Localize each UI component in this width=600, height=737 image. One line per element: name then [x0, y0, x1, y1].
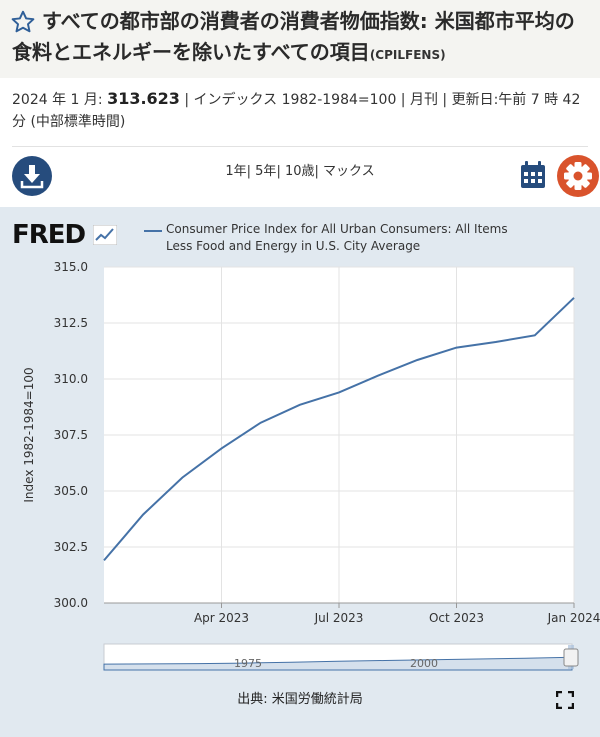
download-button[interactable]	[12, 156, 52, 196]
series-line[interactable]	[103, 297, 575, 562]
line-chart[interactable]: 300.0 302.5 305.0 307.5 310.0 312.5 315.0 Apr 2…	[0, 207, 600, 682]
divider	[12, 146, 588, 147]
star-icon[interactable]	[10, 9, 36, 35]
x-tick-label: Jan 2024	[547, 611, 600, 625]
download-icon	[20, 165, 44, 189]
date-range-selector: 1年| 5年| 10歳| マックス	[225, 164, 375, 179]
range-10y[interactable]: 10歳	[284, 164, 315, 179]
observation-date: 2024 年 1 月:	[12, 92, 103, 108]
calendar-icon[interactable]	[519, 160, 547, 190]
y-tick-label: 305.0	[54, 484, 88, 498]
data-point[interactable]	[416, 358, 419, 361]
navigator-label: 2000	[410, 657, 438, 670]
data-point[interactable]	[142, 513, 145, 516]
page-title: すべての都市部の消費者の消費者物価指数: 米国都市平均の食料とエネルギーを除いた…	[12, 6, 592, 71]
y-tick-label: 312.5	[54, 316, 88, 330]
data-point[interactable]	[533, 334, 536, 337]
fullscreen-icon[interactable]	[556, 691, 574, 709]
y-tick-label: 315.0	[54, 260, 88, 274]
data-point[interactable]	[573, 296, 576, 299]
title-text: すべての都市部の消費者の消費者物価指数: 米国都市平均の食料とエネルギーを除いた…	[12, 9, 575, 64]
legend-label: Consumer Price Index for All Urban Consu…	[166, 222, 508, 253]
fred-logo-text: FRED	[12, 220, 86, 250]
navigator-label: 1975	[234, 657, 262, 670]
title-bar: すべての都市部の消費者の消費者物価指数: 米国都市平均の食料とエネルギーを除いた…	[0, 0, 600, 78]
data-point[interactable]	[220, 447, 223, 450]
y-tick-label: 307.5	[54, 428, 88, 442]
data-point[interactable]	[103, 559, 106, 562]
data-point[interactable]	[298, 403, 301, 406]
navigator-handle[interactable]	[563, 648, 579, 667]
x-tick-label: Oct 2023	[429, 611, 484, 625]
x-tick-label: Apr 2023	[194, 611, 249, 625]
data-point[interactable]	[259, 421, 262, 424]
fred-logo: FRED	[12, 220, 118, 250]
data-point[interactable]	[377, 374, 380, 377]
legend-swatch	[144, 230, 162, 232]
data-point[interactable]	[181, 476, 184, 479]
range-max[interactable]: マックス	[323, 164, 375, 179]
y-tick-label: 310.0	[54, 372, 88, 386]
y-axis-label: Index 1982-1984=100	[22, 367, 36, 502]
y-tick-label: 302.5	[54, 540, 88, 554]
series-id: (CPILFENS)	[369, 48, 446, 62]
series-details: | インデックス 1982-1984=100 | 月刊 | 更新日:午前 7 時…	[12, 92, 581, 130]
y-tick-label: 300.0	[54, 596, 88, 610]
chart-panel: FRED Consumer Price Index for All Urban …	[0, 207, 600, 737]
data-point[interactable]	[455, 346, 458, 349]
series-meta: 2024 年 1 月: 313.623 | インデックス 1982-1984=1…	[12, 88, 592, 133]
x-tick-label: Jul 2023	[314, 611, 364, 625]
range-5y[interactable]: 5年	[255, 164, 277, 179]
range-1y[interactable]: 1年	[225, 164, 247, 179]
gear-icon	[564, 162, 592, 190]
observation-value: 313.623	[107, 89, 180, 108]
data-point[interactable]	[494, 341, 497, 344]
chart-source: 出典: 米国労働統計局	[237, 692, 363, 707]
settings-button[interactable]	[557, 155, 599, 197]
data-point[interactable]	[338, 391, 341, 394]
